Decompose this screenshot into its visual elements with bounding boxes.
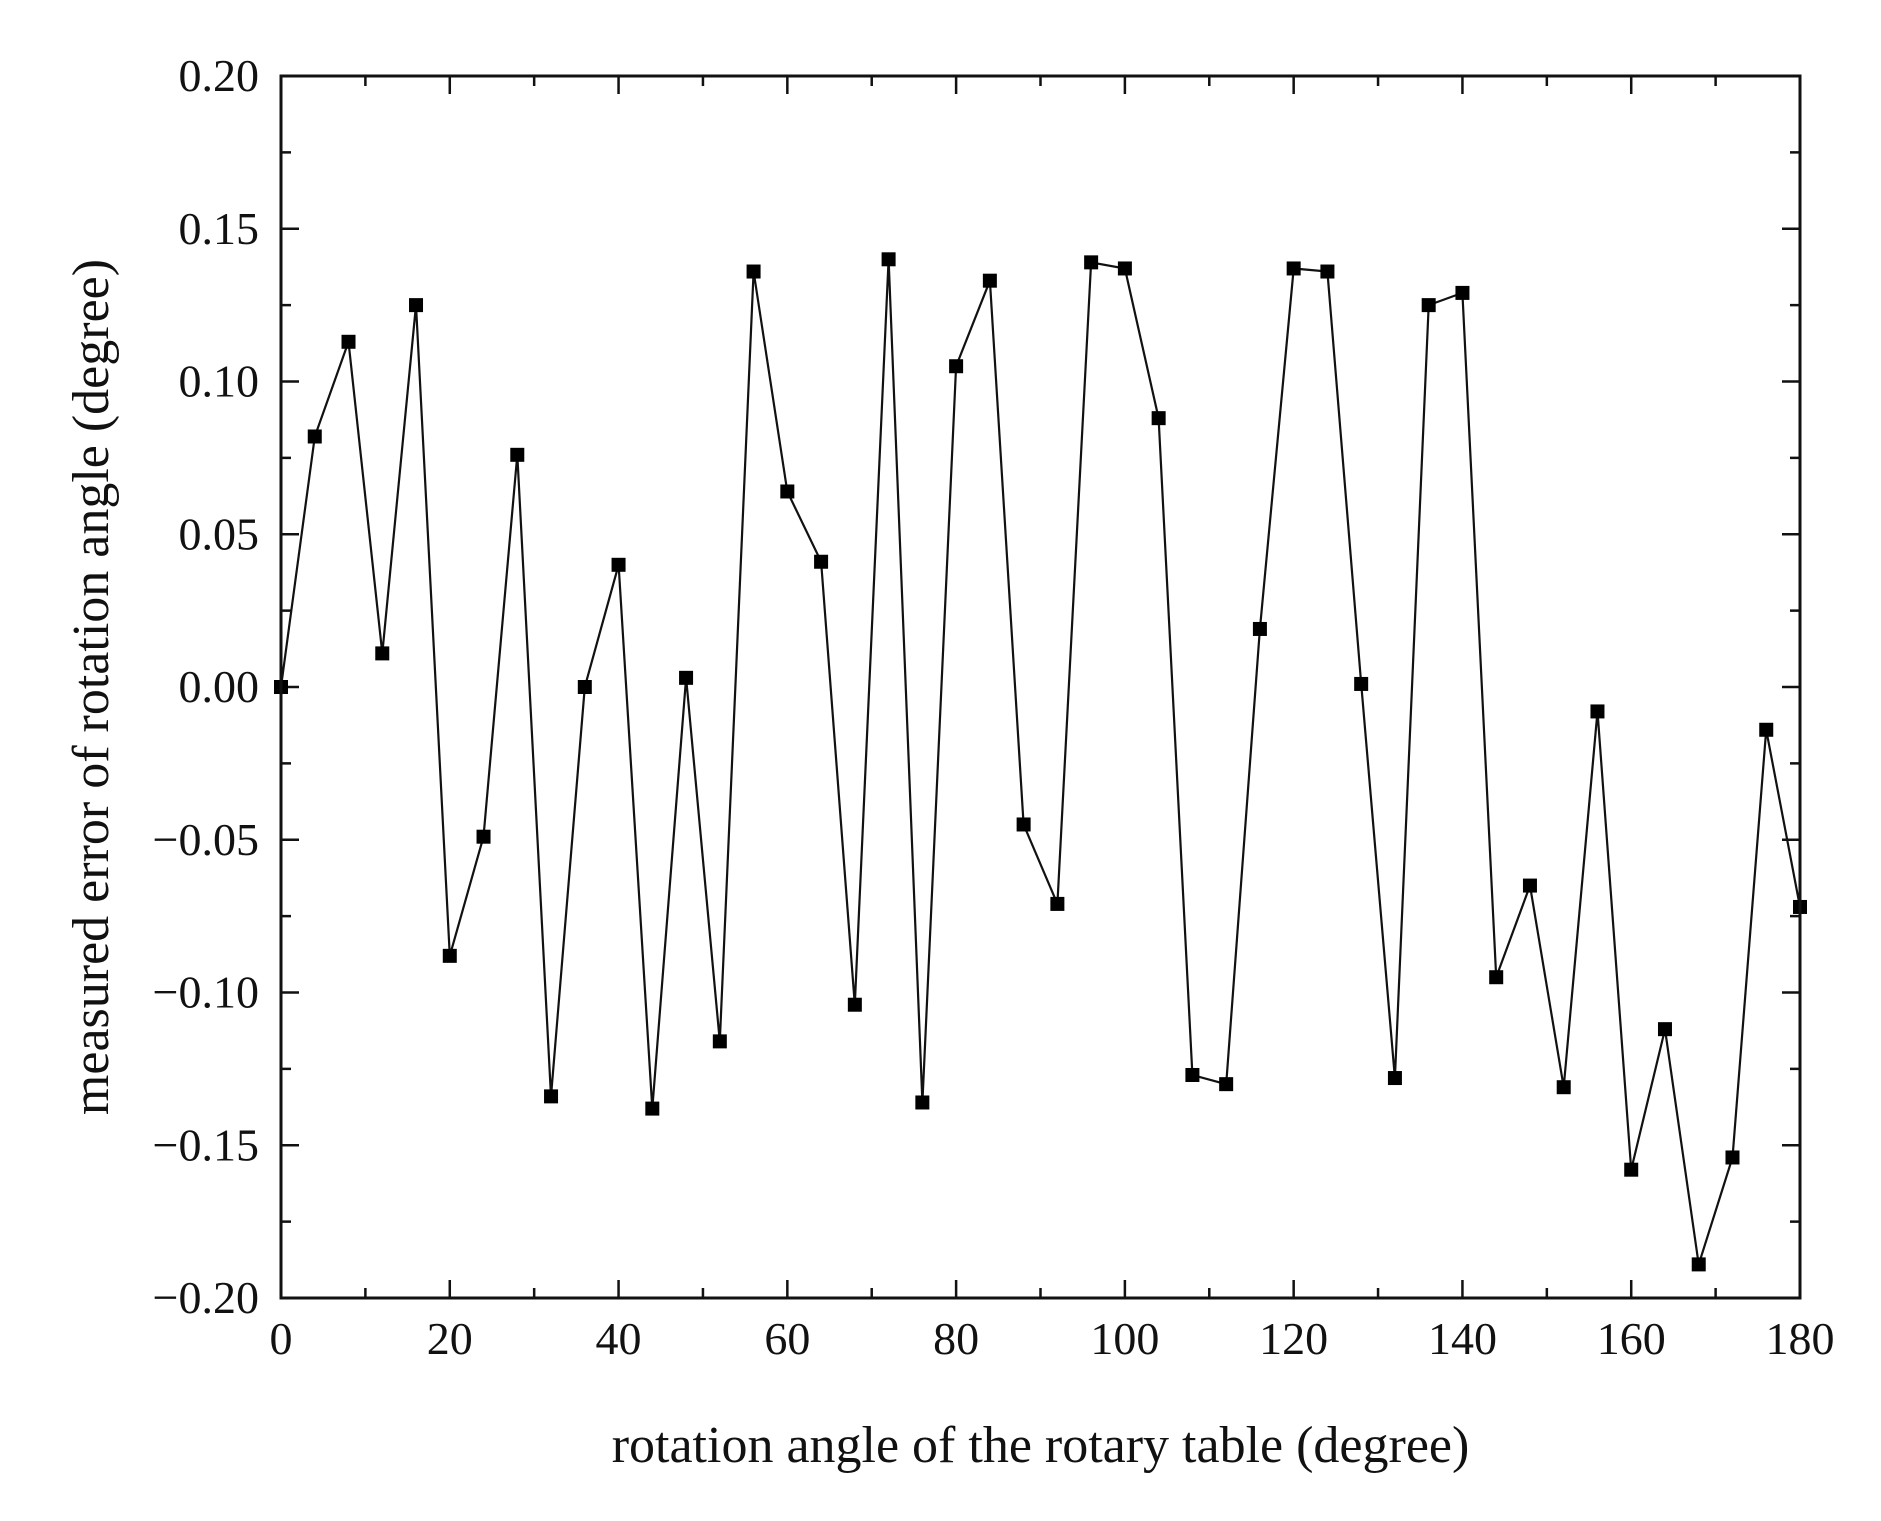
y-tick-label: 0.20 — [179, 50, 260, 101]
x-tick-label: 0 — [270, 1313, 293, 1364]
data-point — [1387, 1071, 1402, 1086]
data-point — [1252, 621, 1267, 636]
data-point — [1117, 261, 1132, 276]
data-point — [1522, 878, 1537, 893]
x-tick-label: 60 — [764, 1313, 810, 1364]
plot-frame — [279, 74, 1802, 1300]
x-tick-label: 180 — [1766, 1313, 1835, 1364]
y-axis-title: measured error of rotation angle (degree… — [63, 259, 120, 1115]
data-point — [1489, 970, 1504, 985]
data-point — [341, 334, 356, 349]
data-point — [1016, 817, 1031, 832]
x-tick-label: 160 — [1597, 1313, 1666, 1364]
data-point — [1084, 255, 1099, 270]
data-point — [1455, 285, 1470, 300]
data-point — [1151, 411, 1166, 426]
data-markers — [274, 252, 1807, 1272]
data-point — [577, 680, 592, 694]
y-tick-label: 0.10 — [179, 356, 260, 407]
x-tick-label: 20 — [427, 1313, 473, 1364]
data-point — [442, 948, 457, 963]
data-point — [949, 359, 964, 374]
data-point — [1624, 1162, 1639, 1177]
data-point — [611, 557, 626, 572]
data-point — [307, 429, 322, 444]
data-point — [1759, 722, 1774, 737]
data-point — [645, 1101, 660, 1116]
data-point — [1320, 264, 1335, 279]
data-point — [1421, 298, 1436, 313]
x-tick-label: 40 — [596, 1313, 642, 1364]
data-point — [881, 252, 896, 267]
data-point — [1286, 261, 1301, 276]
y-tick-label: −0.05 — [153, 814, 259, 865]
data-point — [847, 997, 862, 1012]
data-point — [544, 1089, 559, 1104]
data-point — [1354, 676, 1369, 691]
data-point — [746, 264, 761, 279]
x-axis-title: rotation angle of the rotary table (degr… — [612, 1417, 1470, 1474]
data-point — [982, 273, 997, 288]
y-tick-label: −0.20 — [153, 1272, 259, 1323]
data-point — [510, 447, 525, 462]
data-point — [409, 298, 424, 313]
y-tick-label: 0.00 — [179, 661, 260, 712]
x-tick-labels: 0 20 40 60 80 100 120 140 160 180 — [270, 1313, 1835, 1364]
y-tick-labels: 0.20 0.15 0.10 0.05 0.00 −0.05 −0.10 −0.15 −0.20 — [153, 50, 259, 1323]
data-point — [1050, 896, 1065, 911]
x-tick-label: 140 — [1428, 1313, 1497, 1364]
y-tick-label: 0.15 — [179, 203, 260, 254]
x-tick-label: 80 — [933, 1313, 979, 1364]
data-point — [1657, 1022, 1672, 1037]
data-point — [1725, 1150, 1740, 1165]
data-point — [1590, 704, 1605, 719]
data-point — [1219, 1077, 1234, 1092]
data-point — [915, 1095, 930, 1110]
data-point — [814, 554, 829, 569]
data-point — [1556, 1080, 1571, 1095]
y-tick-label: −0.15 — [153, 1119, 259, 1170]
y-tick-label: 0.05 — [179, 508, 260, 559]
y-tick-label: −0.10 — [153, 967, 259, 1018]
data-point — [679, 670, 694, 685]
x-tick-label: 120 — [1259, 1313, 1328, 1364]
series-line — [279, 259, 1802, 1265]
x-tick-label: 100 — [1090, 1313, 1159, 1364]
data-point — [712, 1034, 727, 1049]
data-point — [780, 484, 795, 499]
data-point — [375, 646, 390, 661]
data-point — [476, 829, 491, 844]
data-point — [1691, 1257, 1706, 1272]
data-point — [1185, 1067, 1200, 1082]
